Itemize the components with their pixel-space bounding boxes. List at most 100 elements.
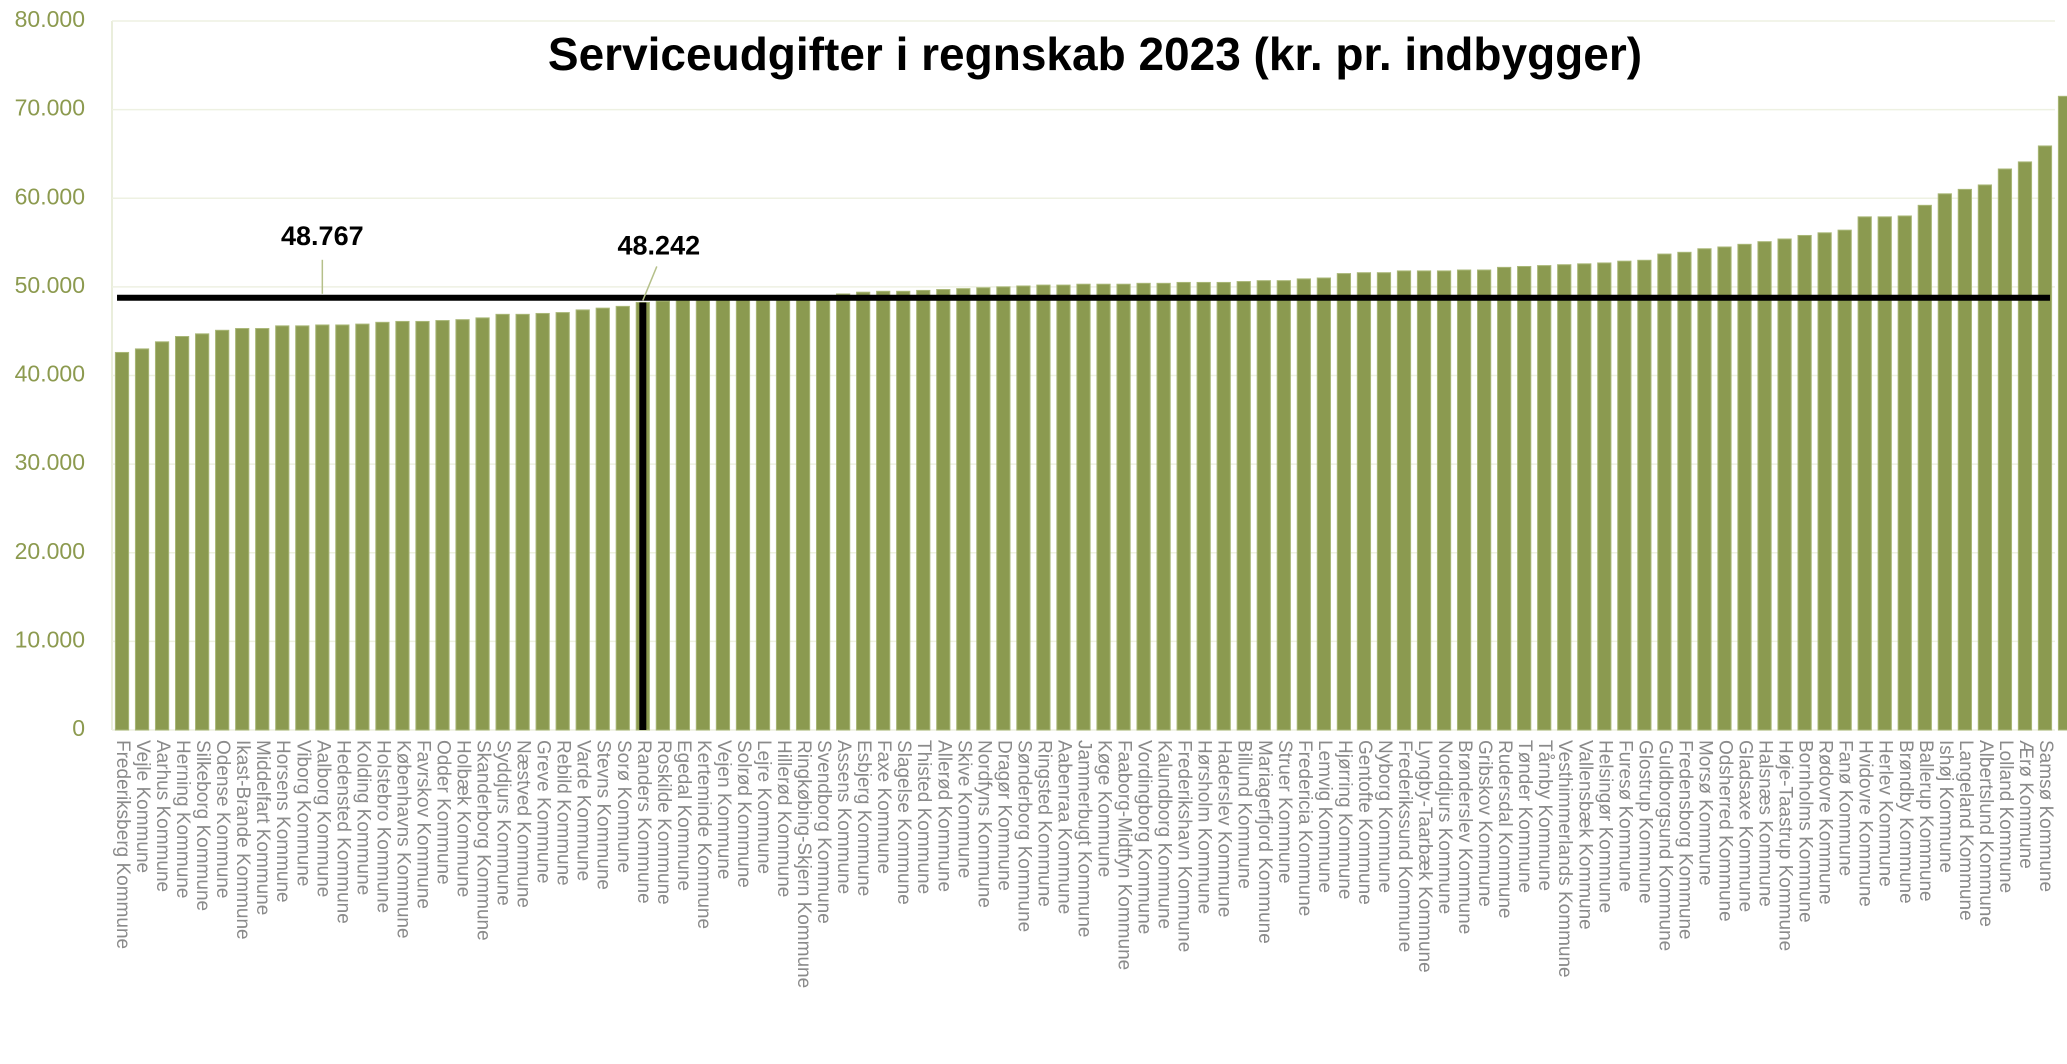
bar [715,298,731,731]
x-tick-label: Frederikshavn Kommune [1174,740,1195,952]
x-tick-label: Svendborg Kommune [813,740,834,924]
x-tick-label: Haderslev Kommune [1214,740,1235,917]
bar [1597,262,1612,731]
x-tick-label: Vesthimmerlands Kommune [1554,740,1575,978]
bar [495,313,510,731]
x-tick-label: Roskilde Kommune [653,740,674,905]
bar [595,307,610,731]
x-tick-label: Dragør Kommune [993,740,1014,891]
bar [916,289,931,731]
x-tick-label: Hedensted Kommune [332,740,353,924]
bar [1156,282,1171,731]
bar [1376,272,1392,731]
bar [2037,145,2053,731]
bar [1537,265,1552,731]
x-tick-label: Aalborg Kommune [312,740,333,897]
bar [936,289,951,731]
bar [896,290,911,731]
bar [675,299,690,731]
bar [755,297,771,731]
bar [1436,270,1452,731]
bar [1316,277,1331,731]
x-tick-label: Fredensborg Kommune [1674,740,1695,940]
bar [1356,272,1372,731]
x-tick-label: Kerteminde Kommune [693,740,714,929]
bar [1456,269,1472,731]
bar [1817,232,1832,731]
bar [655,300,670,731]
bar [1477,269,1492,731]
x-tick-label: Tårnby Kommune [1534,740,1555,891]
bar [1557,264,1572,731]
x-tick-label: Herlev Kommune [1875,740,1896,887]
x-tick-label: Glostrup Kommune [1634,740,1655,904]
x-tick-label: Hjørring Kommune [1334,740,1355,899]
bar [1657,253,1672,731]
x-tick-label: Struer Kommune [1274,740,1295,884]
bar [1256,280,1271,731]
x-tick-label: Furesø Kommune [1614,740,1635,892]
x-tick-label: Morsø Kommune [1694,740,1715,886]
x-tick-label: Aarhus Kommune [152,740,173,892]
bar [1296,278,1311,731]
bar [435,320,450,731]
x-tick-label: Gribskov Kommune [1474,740,1495,907]
bar [1797,234,1812,731]
x-tick-label: Gentofte Kommune [1354,740,1375,905]
x-tick-label: Hillerød Kommune [773,740,794,897]
x-tick-label: Odense Kommune [212,740,233,898]
x-tick-label: Mariagerfjord Kommune [1254,740,1275,944]
bar [856,291,871,731]
bar [235,328,250,731]
x-tick-label: Vallensbæk Kommune [1574,740,1595,930]
bar [515,313,530,731]
x-tick-label: Slagelse Kommune [893,740,914,905]
bar [335,324,350,731]
bar [615,305,630,731]
x-tick-label: Assens Kommune [833,740,854,894]
bar [154,341,170,731]
x-tick-label: Faaborg-Midtfyn Kommune [1114,740,1135,970]
bar [134,348,150,731]
bar [1036,284,1051,731]
x-tick-label: Sønderborg Kommune [1013,740,1034,932]
bar [1176,281,1191,731]
bar [1116,283,1131,731]
x-tick-label: Syddjurs Kommune [493,740,514,906]
bar [1777,238,1792,731]
x-tick-label: Greve Kommune [533,740,554,884]
x-tick-label: Middelfart Kommune [252,740,273,915]
x-tick-label: Ishøj Kommune [1935,740,1956,873]
y-tick-label: 30.000 [15,449,85,475]
x-tick-label: Lejre Kommune [753,740,774,874]
bar [1196,281,1211,731]
x-tick-label: Herning Kommune [172,740,193,898]
bar [1096,283,1111,731]
bar [395,320,410,731]
x-tick-label: Holbæk Kommune [453,740,474,897]
x-tick-label: Samsø Kommune [2035,740,2056,892]
x-tick-label: Allerød Kommune [933,740,954,892]
x-tick-label: Odsherred Kommune [1714,740,1735,922]
x-tick-label: Brøndby Kommune [1895,740,1916,904]
x-tick-label: Langeland Kommune [1955,740,1976,921]
bar [375,321,390,731]
bar [535,312,550,731]
bar [1276,280,1291,731]
bar [355,323,370,731]
bar [114,351,130,731]
x-tick-label: Ringkøbing-Skjern Kommune [793,740,814,988]
x-tick-label: Thisted Kommune [913,740,934,894]
x-tick-label: Albertslund Kommune [1975,740,1996,927]
x-tick-label: Guldborgsund Kommune [1654,740,1675,951]
y-tick-label: 10.000 [15,626,85,652]
bar [1637,259,1652,731]
x-tick-label: Rødovre Kommune [1815,740,1836,905]
x-tick-label: Ikast-Brande Kommune [232,740,253,940]
x-tick-label: Odder Kommune [432,740,453,885]
bar [1717,246,1732,731]
x-tick-label: Viborg Kommune [292,740,313,886]
bar [1977,184,1993,731]
bar [1016,285,1031,731]
x-tick-label: Helsingør Kommune [1594,740,1615,913]
